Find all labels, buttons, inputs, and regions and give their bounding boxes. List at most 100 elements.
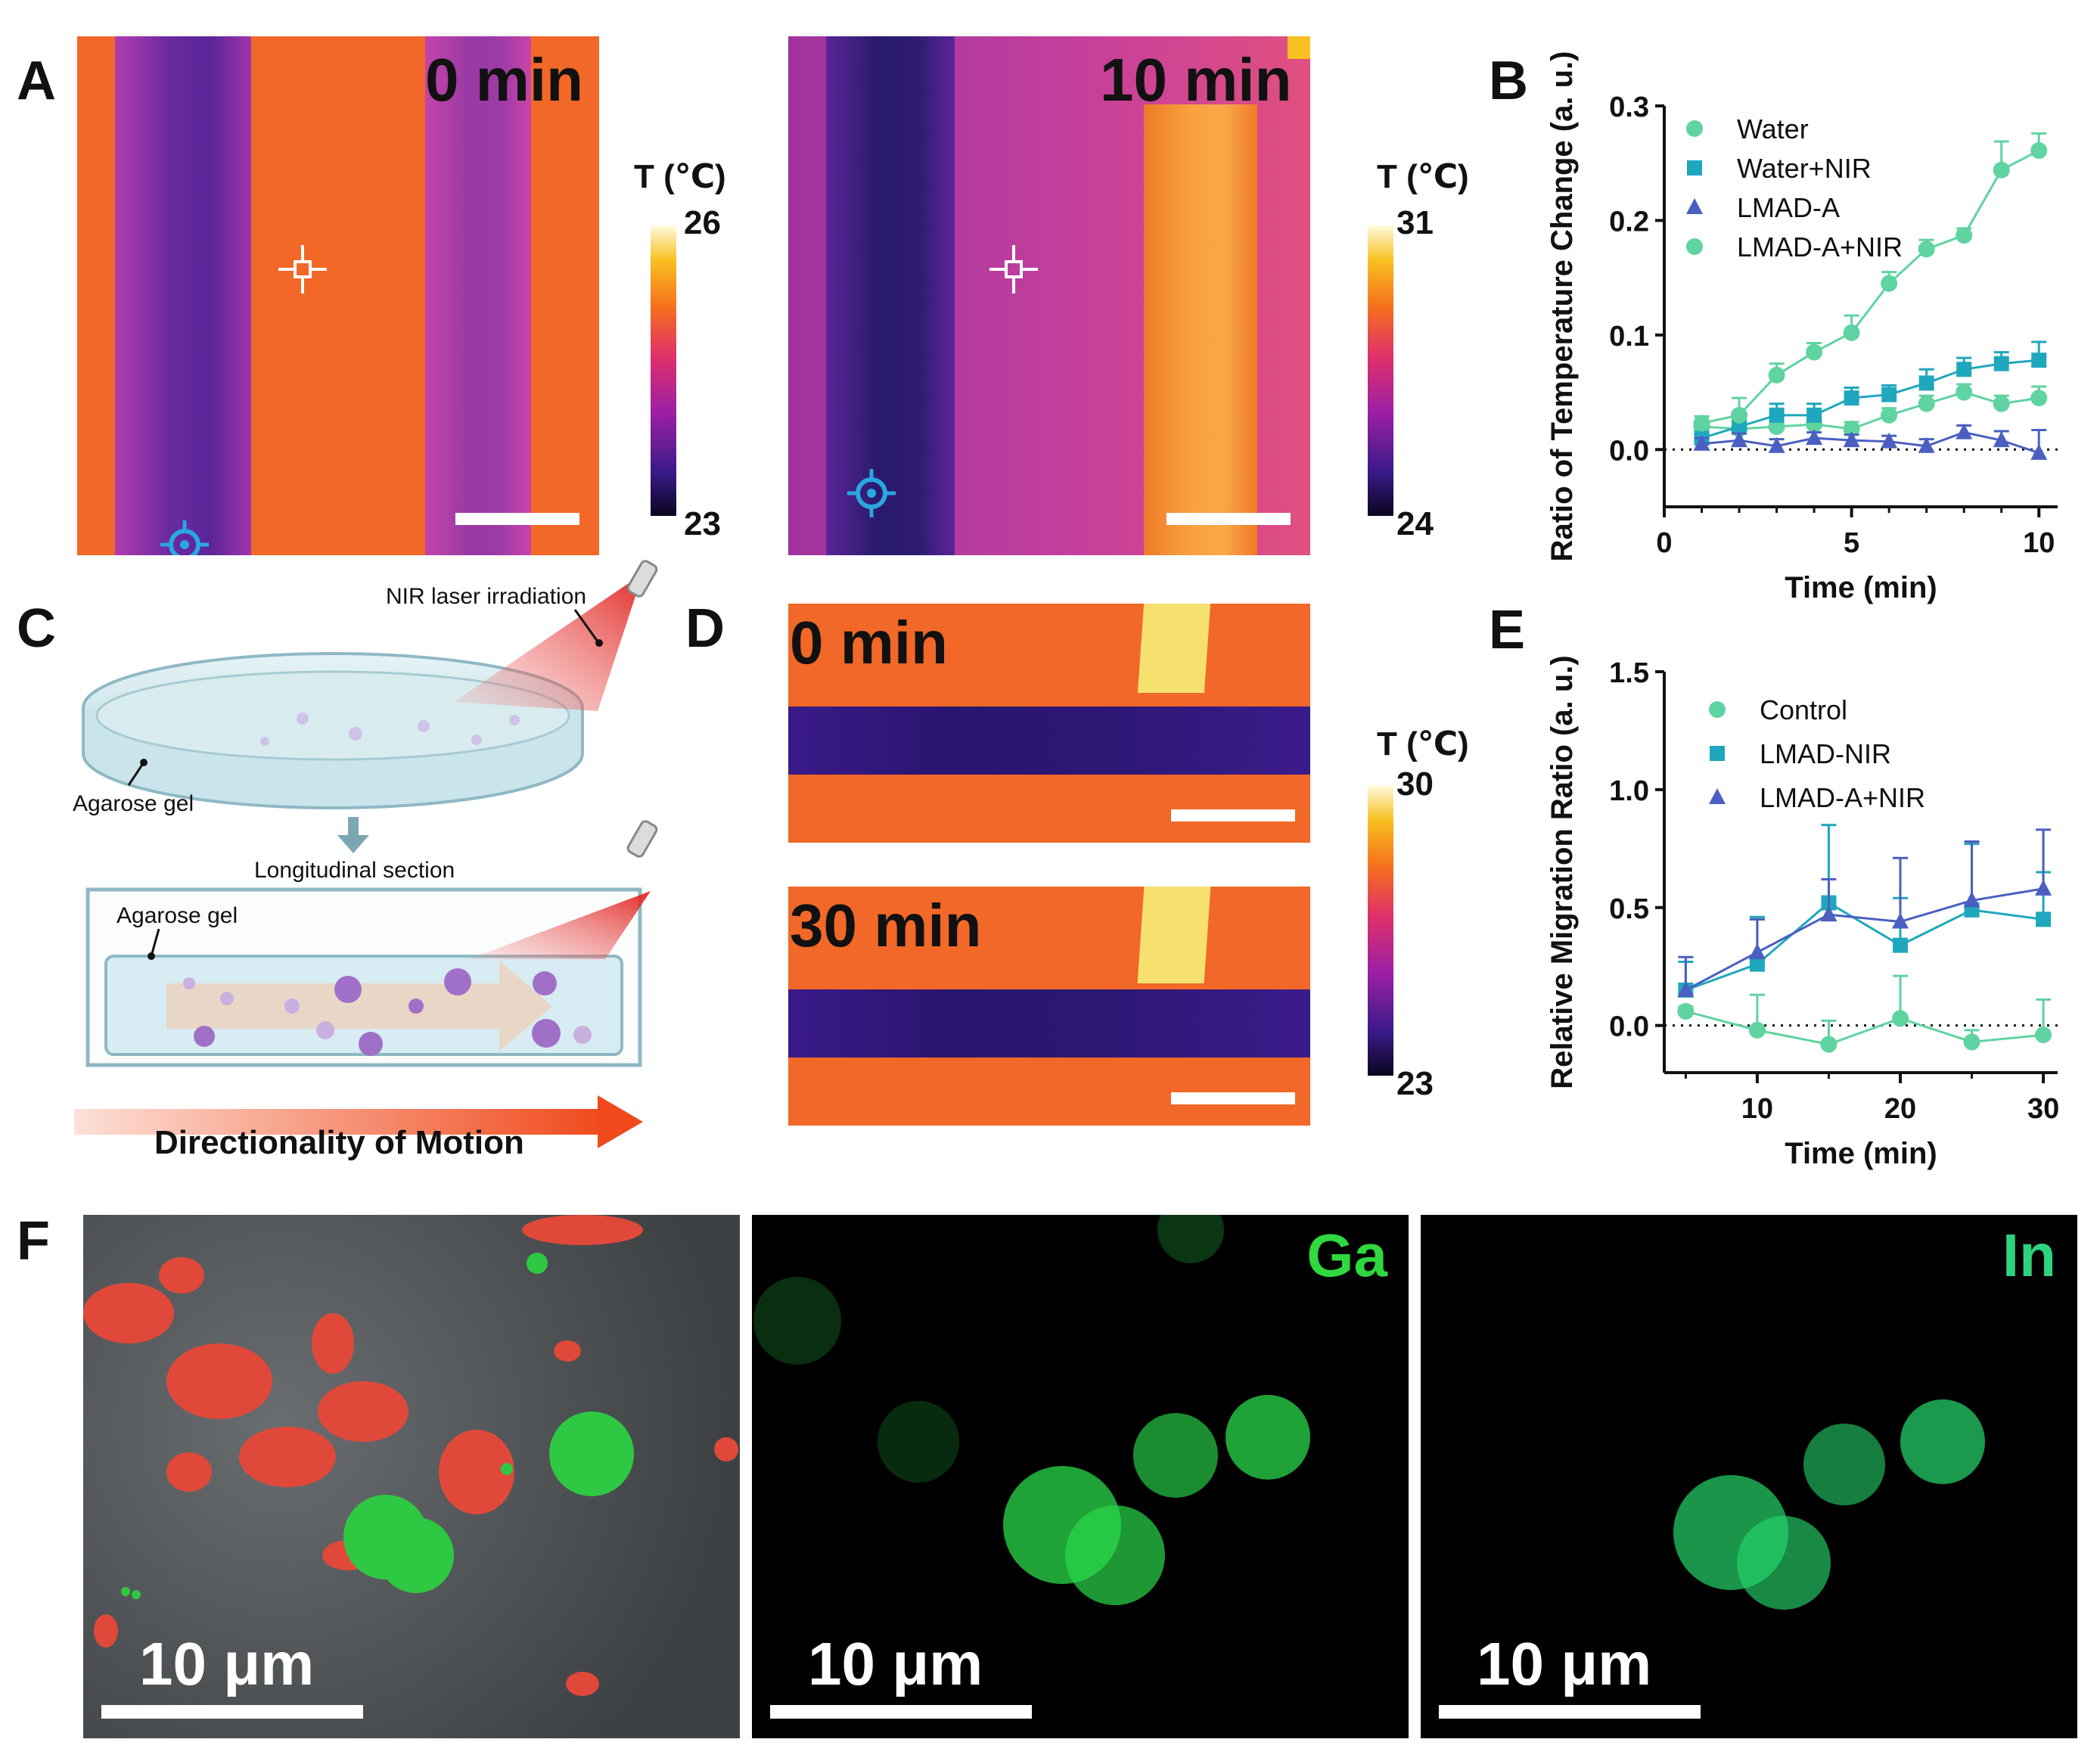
data-point (1731, 431, 1748, 448)
series-lmad-a-nir (1677, 828, 2052, 997)
schematic-c: NIR laser irradiation Agarose gel Longit… (73, 560, 658, 1148)
data-point (1677, 1002, 1695, 1020)
data-point (1956, 384, 1973, 401)
data-point (1918, 436, 1935, 453)
legend-label: Control (1760, 694, 1847, 725)
data-point (2035, 1026, 2052, 1044)
series-water-nir (1694, 340, 2047, 446)
y-tick-label: 0.0 (1609, 435, 1649, 467)
data-point (2035, 879, 2052, 896)
series-lmad-a-nir (1693, 132, 2048, 432)
legend-marker (1686, 238, 1703, 255)
crosshair-icon (278, 245, 327, 294)
data-point (1731, 406, 1748, 424)
target-marker-icon (847, 469, 896, 517)
data-point (1806, 343, 1823, 361)
data-point (1768, 366, 1785, 384)
data-point (1993, 431, 2010, 448)
thermal-image-a-10min: 10 min (788, 36, 1310, 555)
data-point (1748, 943, 1766, 959)
colorbar-title: T (℃) (1377, 158, 1469, 195)
scale-bar (1171, 809, 1295, 821)
data-point (1749, 956, 1765, 972)
thermal-image-d-0min: 0 min (788, 604, 1310, 843)
chart-b: 0.0 0.1 0.2 0.3 0 5 10 Time (min) Ratio of Tempe… (1545, 51, 2058, 604)
scale-bar (101, 1705, 363, 1719)
y-axis-label: Relative Migration Ratio (a. u.) (1545, 655, 1579, 1089)
series-lmad-a (1693, 423, 2048, 460)
legend-marker (1686, 120, 1703, 137)
gel-bar (788, 989, 1310, 1058)
data-point (1693, 434, 1710, 451)
ga-signal (753, 1215, 1310, 1605)
chart-e: 0.0 0.5 1.0 1.5 10 20 30 Time (min) Relative Mig… (1545, 655, 2059, 1170)
colorbar-title: T (℃) (634, 158, 726, 195)
sem-particles (83, 1215, 738, 1696)
data-point (2036, 912, 2052, 927)
gel-stripe-right (425, 36, 531, 555)
data-point (1732, 419, 1747, 434)
scale-text: 10 μm (139, 1630, 315, 1697)
legend-label: LMAD-A+NIR (1737, 231, 1903, 262)
data-point (1963, 1033, 1980, 1051)
panel-label-f: F (17, 1211, 50, 1272)
x-axis-label: Time (min) (1785, 571, 1937, 604)
legend-label: Water+NIR (1737, 153, 1872, 184)
data-point (1693, 415, 1710, 432)
colorbar-min: 24 (1396, 505, 1434, 542)
data-point (1677, 980, 1695, 997)
legend-marker (1710, 746, 1725, 761)
time-label: 0 min (425, 46, 583, 113)
legend-marker (1709, 788, 1726, 804)
scale-text: 10 μm (1477, 1630, 1652, 1697)
y-axis-label: Ratio of Temperature Change (a. u.) (1545, 51, 1579, 562)
data-point (1892, 912, 1909, 929)
target-marker-icon (160, 520, 209, 555)
scale-bar (1171, 1092, 1295, 1104)
scale-bar (455, 513, 579, 525)
data-point (1768, 436, 1785, 453)
x-tick-label: 10 (2023, 527, 2055, 559)
series-line (1701, 431, 2039, 455)
time-label: 30 min (790, 892, 982, 959)
legend-label: LMAD-A (1737, 192, 1840, 223)
series-line (1685, 1010, 2044, 1046)
data-point (1820, 905, 1837, 922)
data-point (1893, 937, 1908, 953)
data-point (1918, 395, 1935, 412)
y-tick-label: 0.3 (1609, 92, 1649, 123)
data-point (1993, 356, 2009, 371)
in-signal (1673, 1399, 1985, 1610)
y-tick-label: 0.5 (1609, 893, 1649, 925)
x-tick-label: 10 (1741, 1093, 1773, 1125)
colorbar-title: T (℃) (1377, 725, 1469, 762)
eds-map-ga: Ga 10 μm (752, 1215, 1409, 1738)
gel-bar (788, 707, 1310, 775)
y-tick-label: 1.0 (1609, 775, 1649, 807)
data-point (1956, 423, 1973, 439)
data-point (1769, 407, 1785, 423)
data-point (1844, 390, 1859, 406)
section-label: Longitudinal section (254, 858, 455, 883)
scale-text: 10 μm (808, 1630, 983, 1697)
colorbar (1368, 785, 1393, 1076)
sem-image: 10 μm (83, 1215, 740, 1738)
data-point (1820, 1036, 1837, 1053)
x-tick-label: 20 (1884, 1093, 1916, 1125)
scale-bar (1166, 513, 1291, 525)
colorbar-max: 30 (1396, 766, 1434, 803)
legend-marker (1709, 701, 1726, 718)
data-point (1881, 432, 1898, 449)
data-point (1806, 429, 1823, 446)
y-tick-label: 0.1 (1609, 321, 1649, 353)
thermal-image-a-0min: 0 min (77, 36, 599, 555)
data-point (1918, 241, 1935, 258)
data-point (1918, 375, 1934, 391)
data-point (2030, 142, 2048, 160)
data-point (1881, 275, 1898, 292)
data-point (1881, 406, 1898, 424)
data-point (1748, 1021, 1766, 1039)
y-tick-label: 0.0 (1609, 1011, 1649, 1043)
legend-label: Water (1737, 113, 1809, 144)
gel-stripe-left (826, 36, 955, 555)
